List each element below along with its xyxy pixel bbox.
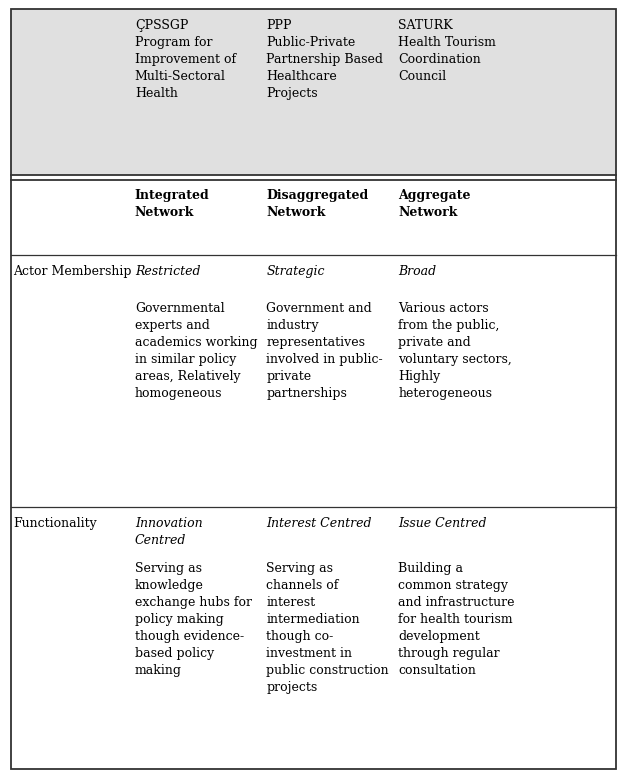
Text: PPP
Public-Private
Partnership Based
Healthcare
Projects: PPP Public-Private Partnership Based Hea…: [266, 19, 384, 100]
Text: SATURK
Health Tourism
Coordination
Council: SATURK Health Tourism Coordination Counc…: [398, 19, 496, 82]
Text: Government and
industry
representatives
involved in public-
private
partnerships: Government and industry representatives …: [266, 302, 383, 400]
Text: ÇPSSGP
Program for
Improvement of
Multi-Sectoral
Health: ÇPSSGP Program for Improvement of Multi-…: [135, 19, 236, 100]
Text: Building a
common strategy
and infrastructure
for health tourism
development
thr: Building a common strategy and infrastru…: [398, 562, 515, 677]
Text: Actor Membership: Actor Membership: [13, 265, 132, 278]
Text: Various actors
from the public,
private and
voluntary sectors,
Highly
heterogene: Various actors from the public, private …: [398, 302, 512, 400]
Text: Innovation
Centred: Innovation Centred: [135, 517, 203, 547]
Text: Serving as
knowledge
exchange hubs for
policy making
though evidence-
based poli: Serving as knowledge exchange hubs for p…: [135, 562, 252, 677]
Text: Interest Centred: Interest Centred: [266, 517, 372, 530]
Text: Governmental
experts and
academics working
in similar policy
areas, Relatively
h: Governmental experts and academics worki…: [135, 302, 258, 400]
Text: Issue Centred: Issue Centred: [398, 517, 487, 530]
Text: Functionality: Functionality: [13, 517, 97, 530]
Text: Restricted: Restricted: [135, 265, 200, 278]
Text: Aggregate
Network: Aggregate Network: [398, 189, 471, 219]
Text: Integrated
Network: Integrated Network: [135, 189, 209, 219]
Text: Serving as
channels of
interest
intermediation
though co-
investment in
public c: Serving as channels of interest intermed…: [266, 562, 389, 694]
Text: Broad: Broad: [398, 265, 436, 278]
Text: Disaggregated
Network: Disaggregated Network: [266, 189, 369, 219]
Bar: [11, 9, 616, 175]
Text: Strategic: Strategic: [266, 265, 325, 278]
